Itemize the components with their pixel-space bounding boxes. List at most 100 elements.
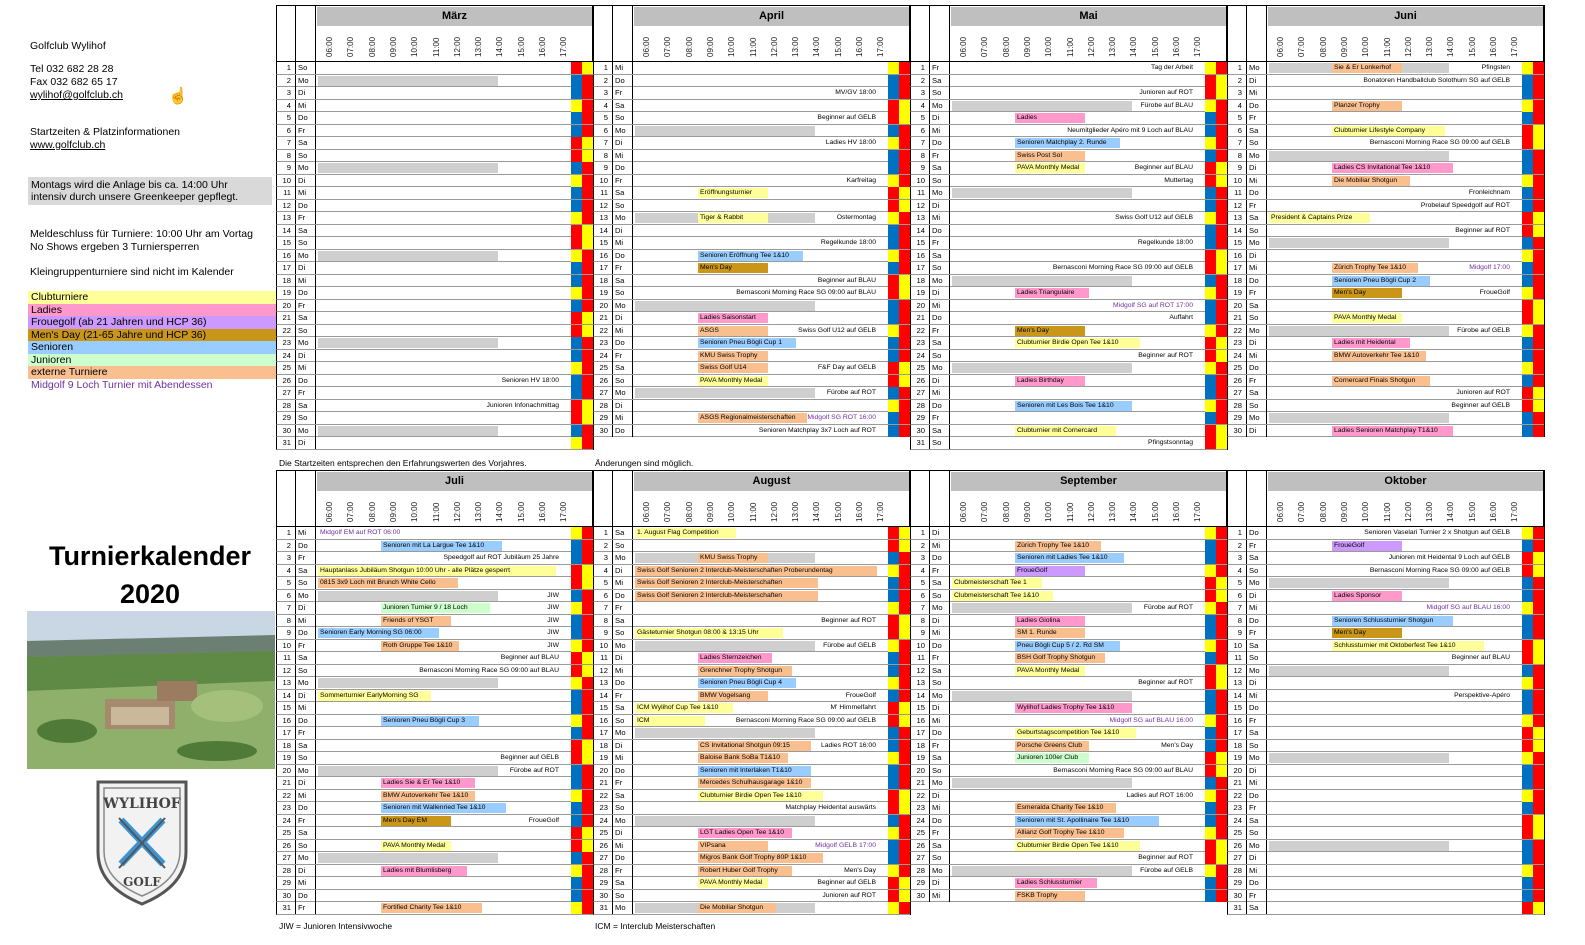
event-note[interactable]: Beginner auf GELB bbox=[817, 114, 876, 121]
email-link[interactable]: wylihof@golfclub.ch bbox=[30, 89, 123, 101]
event[interactable]: Men's Day bbox=[698, 263, 768, 273]
event-note[interactable]: Fürobe auf GELB bbox=[1140, 866, 1193, 874]
event[interactable]: KMU Swiss Trophy bbox=[698, 350, 768, 361]
event[interactable]: Hauptanlass Jubiläum Shotgun 10:00 Uhr -… bbox=[318, 565, 556, 576]
event-note[interactable]: FroueGolf bbox=[528, 816, 559, 824]
event[interactable]: Senioren Early Morning SG 06:00 bbox=[318, 628, 439, 638]
event[interactable]: Senioren mit Les Bois Tee 1&10 bbox=[1015, 400, 1132, 411]
event[interactable]: Tiger & Rabbit bbox=[698, 213, 768, 223]
event[interactable]: Clubturnier Birdie Open Tee 1&10 bbox=[1015, 840, 1140, 851]
event[interactable]: Porsche Greens Club bbox=[1015, 740, 1090, 751]
event[interactable]: Die Mobiliar Shotgun bbox=[1332, 175, 1410, 186]
event[interactable]: Fortified Charity Tee 1&10 bbox=[381, 903, 483, 913]
event[interactable]: Ladies Schlussturnier bbox=[1015, 878, 1097, 888]
event[interactable]: ICM bbox=[635, 715, 705, 726]
event-note[interactable]: JIW bbox=[547, 616, 559, 624]
event-note[interactable]: Beginner auf BLAU bbox=[817, 276, 876, 284]
event[interactable]: Senioren Eröffnung Tee 1&10 bbox=[698, 250, 804, 261]
event[interactable]: Clubturnier Lifestyle Company bbox=[1332, 125, 1446, 136]
event-note[interactable]: Bernasconi Morning Race SG 09:00 auf BLA… bbox=[1053, 766, 1193, 774]
event[interactable]: Men's Day EM bbox=[381, 815, 451, 826]
event-note[interactable]: Fürobe auf GELB bbox=[1457, 326, 1510, 334]
event-note[interactable]: Speedgolf auf ROT Jubiläum 25 Jahre bbox=[443, 554, 560, 561]
event[interactable]: Pneu Bögli Cup 5 / 2. Rd SM bbox=[1015, 640, 1121, 651]
event[interactable]: BMW Autoverkehr Tee 1&10 bbox=[381, 790, 475, 801]
event[interactable]: Men's Day bbox=[1332, 288, 1402, 298]
event[interactable]: Planzer Trophy bbox=[1332, 100, 1402, 111]
event-note[interactable]: Probelauf Speedgolf auf ROT bbox=[1420, 201, 1510, 209]
event-note[interactable]: Fronleichnam bbox=[1468, 189, 1510, 196]
club-email[interactable]: wylihof@golfclub.ch bbox=[30, 89, 123, 102]
event-note[interactable]: Senioren Matchplay 3x7 Loch auf ROT bbox=[758, 426, 876, 434]
event-note[interactable]: Midgolf 17:00 bbox=[1469, 264, 1510, 271]
event[interactable]: Friends of YSGT bbox=[381, 615, 451, 626]
event-note[interactable]: Beginner auf BLAU bbox=[1134, 164, 1193, 171]
event-note[interactable]: Beginner auf ROT bbox=[1138, 351, 1193, 359]
event-note[interactable]: Bernasconi Morning Race SG 09:00 auf GEL… bbox=[1052, 264, 1193, 271]
event[interactable]: Ladies Birthday bbox=[1015, 375, 1085, 386]
event[interactable]: Clubturnier Birdie Open Tee 1&10 bbox=[698, 790, 823, 801]
event[interactable]: Sie & Er Lonkerhof bbox=[1332, 63, 1403, 73]
event-note[interactable]: Fürobe auf ROT bbox=[1143, 604, 1193, 611]
event[interactable]: CS Invitational Shotgun 09:15 bbox=[698, 740, 812, 751]
event[interactable]: Wylihof Ladies Trophy Tee 1&10 bbox=[1015, 703, 1132, 713]
event[interactable]: Senioren mit Wallenried Tee 1&10 bbox=[381, 803, 506, 813]
event[interactable]: Swiss Golf U14 bbox=[698, 363, 768, 373]
event-note[interactable]: Fürobe auf ROT bbox=[509, 766, 559, 774]
event-note[interactable]: Tag der Arbeit bbox=[1151, 64, 1193, 71]
event[interactable]: ASGS Regionalmeisterschaften bbox=[698, 413, 808, 423]
event[interactable]: Mercedes Schulhausgarage 1&10 bbox=[698, 778, 812, 788]
event-note[interactable]: Men's Day bbox=[844, 866, 876, 874]
event[interactable]: Gästeturnier Shotgun 08:00 & 13:15 Uhr bbox=[635, 628, 784, 638]
event[interactable]: Senioren mit Ladies Tee 1&10 bbox=[1015, 553, 1125, 563]
event-note[interactable]: Bernasconi Morning Race SG 09:00 auf GEL… bbox=[1369, 139, 1510, 146]
event-note[interactable]: Karfreitag bbox=[846, 176, 876, 184]
event[interactable]: Ladies Saisonstart bbox=[698, 313, 769, 323]
event[interactable]: Senioren Pneu Bögli Cup 4 bbox=[698, 678, 796, 688]
event-note[interactable]: Midgolf SG auf BLAU 16:00 bbox=[1426, 604, 1511, 611]
event[interactable]: Junioren 100er Club bbox=[1015, 753, 1090, 763]
event[interactable]: Clubmeisterschaft Tee 1 bbox=[952, 578, 1042, 588]
event[interactable]: KMU Swiss Trophy bbox=[698, 553, 768, 563]
event[interactable]: Migros Bank Golf Trophy 80P 1&10 bbox=[698, 853, 823, 863]
event-note[interactable]: Ladies auf ROT 16:00 bbox=[1126, 791, 1193, 799]
event-note[interactable]: JIW bbox=[547, 641, 559, 649]
event[interactable]: BMW Vogelsang bbox=[698, 690, 768, 701]
event[interactable]: PAVA Monthly Medal bbox=[381, 840, 452, 851]
event-note[interactable]: FroueGolf bbox=[845, 691, 876, 699]
event-note[interactable]: Fürobe auf ROT bbox=[826, 389, 876, 396]
website[interactable]: www.golfclub.ch bbox=[30, 139, 105, 152]
event-note[interactable]: Senioren Vaselari Turnier 2 x Shotgun au… bbox=[1364, 529, 1510, 536]
event-note[interactable]: Beginner auf ROT bbox=[1138, 679, 1193, 686]
event-note[interactable]: Regelkunde 18:00 bbox=[1137, 239, 1193, 246]
event[interactable]: VIPsana bbox=[698, 840, 768, 851]
event-note[interactable]: Junioren auf ROT bbox=[822, 891, 876, 899]
event[interactable]: Roth Gruppe Tee 1&10 bbox=[381, 640, 459, 651]
event[interactable]: Ladies mit Blumlisberg bbox=[381, 865, 467, 876]
event-note[interactable]: Matchplay Heidental auswärts bbox=[785, 804, 876, 811]
event[interactable]: Senioren mit St. Apollinaire Tee 1&10 bbox=[1015, 815, 1160, 826]
event-note[interactable]: JIW bbox=[547, 591, 559, 599]
event[interactable]: Grenchner Trophy Shotgun bbox=[698, 665, 792, 676]
event[interactable]: PAVA Monthly Medal bbox=[1015, 163, 1086, 173]
event[interactable]: FroueGolf bbox=[1015, 565, 1085, 576]
event-note[interactable]: Bonatoren Handballclub Solothurn SG auf … bbox=[1363, 76, 1510, 84]
event[interactable]: Men's Day bbox=[1015, 325, 1085, 336]
event[interactable]: Allianz Golf Trophy Tee 1&10 bbox=[1015, 828, 1125, 838]
event[interactable]: Geburtstagscompetition Tee 1&10 bbox=[1015, 728, 1136, 738]
event[interactable]: Midgolf EM auf ROT 06:00 bbox=[320, 529, 401, 536]
event[interactable]: President & Captains Prize bbox=[1269, 213, 1371, 223]
event-note[interactable]: Bernasconi Morning Race SG 09:00 auf BLA… bbox=[736, 289, 876, 296]
event[interactable]: SM 1. Runde bbox=[1015, 628, 1085, 638]
event[interactable]: FroueGolf bbox=[1332, 540, 1402, 551]
event[interactable]: Zürich Trophy Tee 1&10 bbox=[1332, 263, 1418, 273]
event[interactable]: Men's Day bbox=[1332, 628, 1402, 638]
event-note[interactable]: Beginner auf ROT bbox=[1455, 226, 1510, 234]
event-note[interactable]: Beginner auf GELB bbox=[500, 754, 559, 761]
event-note[interactable]: Regelkunde 18:00 bbox=[820, 239, 876, 246]
event-note[interactable]: Muttertag bbox=[1164, 176, 1193, 184]
event[interactable]: Senioren mit La Largue Tee 1&10 bbox=[381, 540, 502, 551]
event[interactable]: PAVA Monthly Medal bbox=[698, 878, 769, 888]
event[interactable]: Die Mobiliar Shotgun bbox=[698, 903, 776, 913]
event[interactable]: Senioren Pneu Bögli Cup 2 bbox=[1332, 275, 1430, 286]
